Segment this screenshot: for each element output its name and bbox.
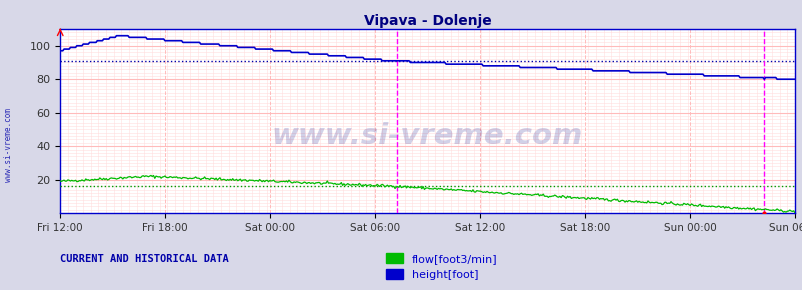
Title: Vipava - Dolenje: Vipava - Dolenje (363, 14, 491, 28)
Text: CURRENT AND HISTORICAL DATA: CURRENT AND HISTORICAL DATA (60, 254, 229, 264)
Text: www.si-vreme.com: www.si-vreme.com (3, 108, 13, 182)
Legend: flow[foot3/min], height[foot]: flow[foot3/min], height[foot] (381, 249, 501, 284)
Text: www.si-vreme.com: www.si-vreme.com (272, 122, 582, 150)
